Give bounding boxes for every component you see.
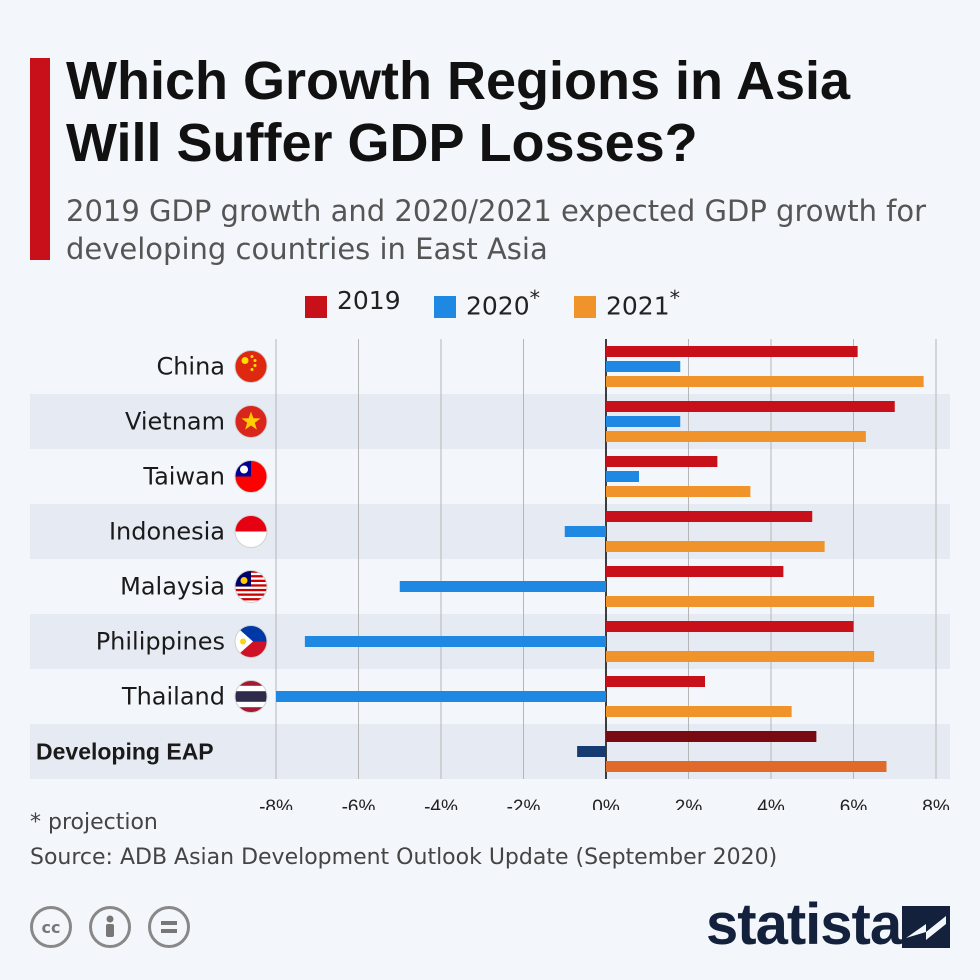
x-tick-label: -8% [259,797,293,810]
legend: 2019 2020* 2021* [0,284,980,324]
x-tick-label: 2% [675,797,703,810]
x-tick-label: -2% [507,797,541,810]
bar-2021-thailand [606,706,792,717]
bar-2020-philippines [304,636,606,647]
category-label: China [156,353,225,381]
china-flag-icon [235,350,267,383]
bar-2020-indonesia [564,526,606,537]
flag-outline [234,460,268,493]
category-label: Developing EAP [36,739,214,765]
bar-2019-developing-eap [606,731,817,742]
chart-subtitle: 2019 GDP growth and 2020/2021 expected G… [66,194,927,266]
bar-2021-indonesia [606,541,825,552]
philippines-flag-icon [235,625,267,658]
legend-swatch-2020 [434,296,456,318]
bar-2020-vietnam [606,416,681,427]
flag-outline [234,570,268,603]
legend-sup-2020: * [529,286,541,310]
bar-2020-developing-eap [577,746,606,757]
statista-wordmark[interactable]: statista [706,892,902,957]
x-tick-label: 6% [840,797,868,810]
legend-label-2020: 2020 [466,291,530,321]
chart-title: Which Growth Regions in Asia Will Suffer… [66,51,851,173]
bar-2021-vietnam [606,431,866,442]
legend-item-2021: 2021* [606,286,680,320]
bar-2019-indonesia [606,511,813,522]
flag-outline [234,680,268,713]
bar-2020-china [606,361,681,372]
x-tick-label: -6% [342,797,376,810]
svg-text:cc: cc [42,918,61,937]
legend-swatch-2019 [305,296,327,318]
statista-logo-icon [902,906,950,948]
x-tick-label: 4% [757,797,785,810]
source-note: Source: ADB Asian Development Outlook Up… [30,845,778,870]
bar-2021-developing-eap [606,761,887,772]
legend-label-2021: 2021 [606,291,670,321]
bar-chart: -8% -6% -4% -2% 0% 2% 4% 6% 8% China Vietnam Taiwan… [30,339,950,810]
legend-label-2019: 2019 [337,286,401,315]
title-accent-bar [30,58,50,260]
category-label: Thailand [121,683,225,711]
vietnam-flag-icon [235,405,267,438]
no-derivatives-icon[interactable] [148,906,190,948]
category-label: Indonesia [109,518,225,546]
flag-outline [234,515,268,548]
bar-2021-taiwan [606,486,751,497]
attribution-icon[interactable] [89,906,131,948]
category-label: Malaysia [120,573,225,601]
category-label: Vietnam [125,408,225,436]
bar-2021-philippines [606,651,875,662]
malaysia-flag-icon [235,570,267,603]
legend-item-2019: 2019 [337,286,401,315]
bar-2019-philippines [606,621,854,632]
x-tick-label: -4% [424,797,458,810]
bar-2019-vietnam [606,401,895,412]
x-tick-label: 8% [922,797,950,810]
bar-2019-china [606,346,858,357]
taiwan-flag-icon [235,460,267,493]
category-label: Philippines [96,628,225,656]
bar-2020-malaysia [399,581,606,592]
footnote: * projection [30,810,158,835]
bar-2021-china [606,376,924,387]
flag-outline [234,625,268,658]
bar-2021-malaysia [606,596,875,607]
flag-outline [234,350,268,383]
thailand-flag-icon [235,680,267,713]
cc-icon[interactable]: cc [30,906,72,948]
legend-sup-2021: * [669,286,681,310]
flag-outline [234,405,268,438]
bar-2020-thailand [276,691,606,702]
indonesia-flag-icon [235,515,267,548]
category-label: Taiwan [142,463,225,491]
bar-2019-malaysia [606,566,784,577]
legend-item-2020: 2020* [466,286,540,320]
bar-2020-taiwan [606,471,639,482]
legend-swatch-2021 [574,296,596,318]
bar-2019-taiwan [606,456,718,467]
bar-2019-thailand [606,676,705,687]
x-tick-label: 0% [592,797,620,810]
